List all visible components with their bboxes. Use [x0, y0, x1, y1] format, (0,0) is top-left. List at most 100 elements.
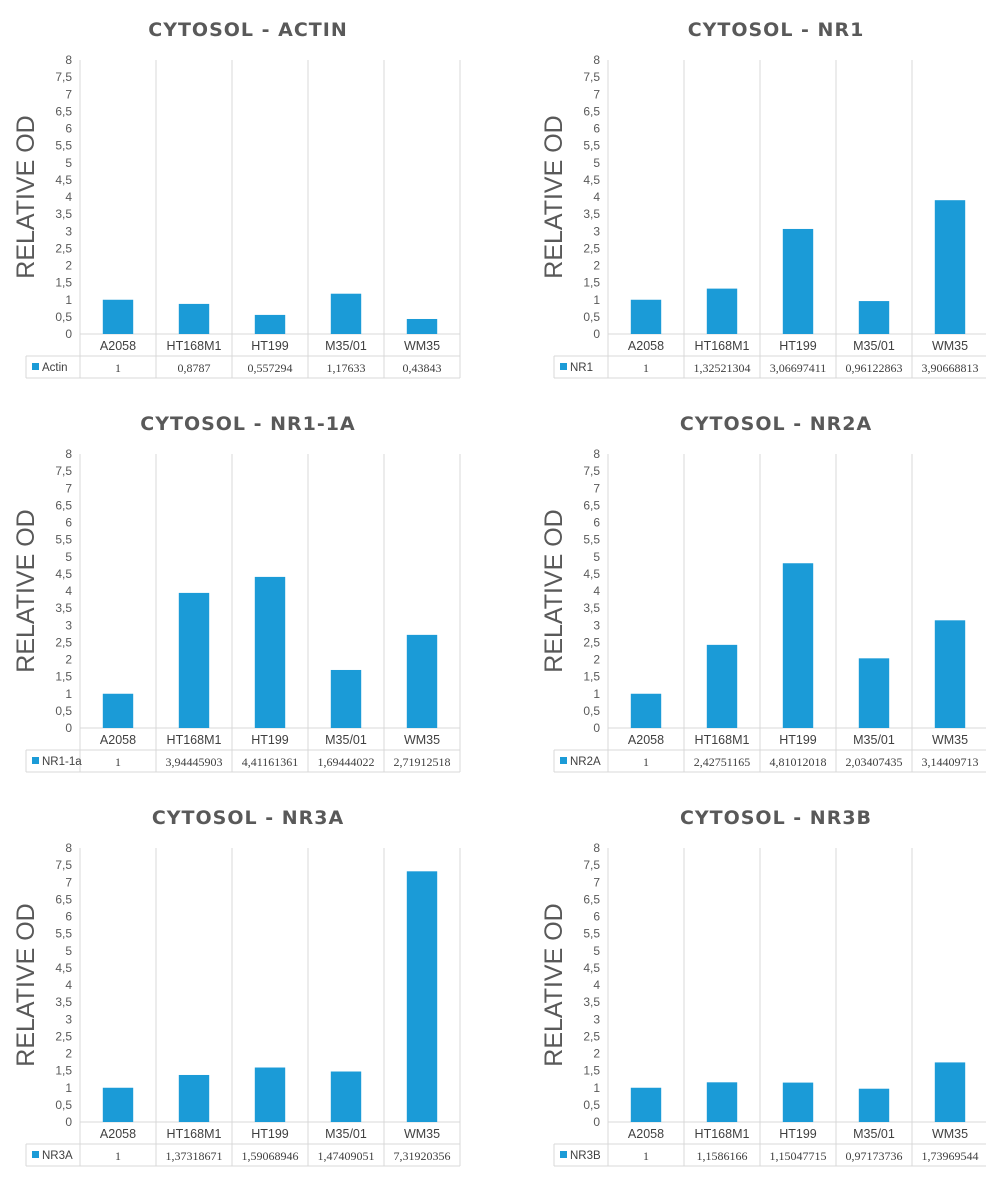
bar-m35-01 — [330, 669, 362, 728]
bar-ht199 — [254, 314, 286, 334]
y-tick-label: 1 — [65, 687, 72, 701]
y-tick-label: 1,5 — [583, 1064, 600, 1078]
y-tick-label: 7 — [65, 87, 72, 101]
category-label-ht168m1: HT168M1 — [695, 1127, 750, 1141]
legend-swatch — [560, 1151, 567, 1158]
bar-wm35 — [934, 1062, 966, 1122]
table-value-wm35: 7,31920356 — [394, 1149, 451, 1163]
bar-ht199 — [254, 576, 286, 728]
y-tick-label: 5,5 — [55, 533, 72, 547]
bar-ht199 — [782, 228, 814, 334]
y-tick-label: 0 — [65, 327, 72, 341]
chart-svg: CYTOSOL - ACTIN RELATIVE OD 0 0,5 1 1,5 2 2,5 3 3… — [12, 19, 461, 379]
y-tick-label: 6 — [593, 910, 600, 924]
y-tick-label: 6 — [65, 910, 72, 924]
y-tick-label: 7,5 — [583, 464, 600, 478]
category-label-m35-01: M35/01 — [325, 733, 367, 747]
y-tick-label: 2 — [593, 653, 600, 667]
chart-title: CYTOSOL - ACTIN — [148, 19, 347, 41]
table-value-ht168m1: 1,32521304 — [694, 361, 751, 375]
category-label-m35-01: M35/01 — [853, 1127, 895, 1141]
y-tick-label: 3 — [593, 618, 600, 632]
y-tick-label: 8 — [65, 841, 72, 855]
y-tick-label: 5 — [593, 944, 600, 958]
y-tick-label: 4 — [65, 978, 72, 992]
chart-svg: CYTOSOL - NR1-1A RELATIVE OD 0 0,5 1 1,5 2 2,5 3… — [12, 413, 461, 773]
bar-ht199 — [782, 563, 814, 728]
y-tick-label: 5 — [593, 550, 600, 564]
category-label-ht199: HT199 — [779, 1127, 817, 1141]
category-label-m35-01: M35/01 — [853, 339, 895, 353]
y-tick-label: 0 — [593, 327, 600, 341]
bar-a2058 — [630, 693, 662, 728]
y-tick-label: 6 — [593, 122, 600, 136]
legend-swatch — [560, 757, 567, 764]
y-tick-label: 7 — [65, 481, 72, 495]
legend-swatch — [560, 363, 567, 370]
y-tick-label: 8 — [65, 447, 72, 461]
category-label-m35-01: M35/01 — [325, 1127, 367, 1141]
y-tick-label: 0,5 — [55, 704, 72, 718]
y-tick-label: 3,5 — [583, 601, 600, 615]
bar-wm35 — [934, 200, 966, 334]
category-label-wm35: WM35 — [404, 339, 440, 353]
y-tick-label: 5,5 — [55, 139, 72, 153]
y-tick-label: 4 — [593, 190, 600, 204]
y-tick-label: 6 — [65, 122, 72, 136]
category-label-a2058: A2058 — [628, 733, 664, 747]
y-axis-label: RELATIVE OD — [540, 509, 568, 672]
y-tick-label: 0,5 — [583, 1098, 600, 1112]
table-value-a2058: 1 — [643, 1149, 649, 1163]
table-value-m35-01: 0,96122863 — [846, 361, 903, 375]
bar-ht168m1 — [178, 1074, 210, 1122]
y-tick-label: 4 — [65, 584, 72, 598]
y-tick-label: 7 — [593, 87, 600, 101]
table-value-a2058: 1 — [115, 755, 121, 769]
y-tick-label: 4,5 — [55, 567, 72, 581]
chart-svg: CYTOSOL - NR1 RELATIVE OD 0 0,5 1 1,5 2 2,5 3 3,5… — [540, 19, 986, 379]
table-value-m35-01: 1,69444022 — [318, 755, 375, 769]
table-value-m35-01: 0,97173736 — [846, 1149, 903, 1163]
category-label-wm35: WM35 — [932, 1127, 968, 1141]
table-value-ht199: 0,557294 — [248, 361, 293, 375]
y-tick-label: 1,5 — [55, 1064, 72, 1078]
chart-panel-nr3b: CYTOSOL - NR3B RELATIVE OD 0 0,5 1 1,5 2 2,5 3 3,… — [528, 788, 986, 1182]
y-axis-label: RELATIVE OD — [540, 903, 568, 1066]
bar-m35-01 — [858, 658, 890, 728]
y-tick-label: 2 — [65, 259, 72, 273]
chart-svg: CYTOSOL - NR3B RELATIVE OD 0 0,5 1 1,5 2 2,5 3 3,… — [540, 807, 986, 1167]
y-tick-label: 4 — [593, 978, 600, 992]
table-value-m35-01: 2,03407435 — [846, 755, 903, 769]
y-tick-label: 7,5 — [55, 858, 72, 872]
y-tick-label: 5 — [65, 156, 72, 170]
y-tick-label: 7 — [593, 481, 600, 495]
chart-panel-nr1-1a: CYTOSOL - NR1-1A RELATIVE OD 0 0,5 1 1,5 2 2,5 3… — [0, 394, 493, 788]
table-value-m35-01: 1,47409051 — [318, 1149, 375, 1163]
category-label-a2058: A2058 — [100, 1127, 136, 1141]
y-tick-label: 0 — [593, 1115, 600, 1129]
table-value-m35-01: 1,17633 — [327, 361, 366, 375]
table-value-ht199: 4,81012018 — [770, 755, 827, 769]
chart-panel-nr1: CYTOSOL - NR1 RELATIVE OD 0 0,5 1 1,5 2 2,5 3 3,5… — [528, 0, 986, 394]
bar-wm35 — [934, 620, 966, 728]
table-value-ht168m1: 0,8787 — [178, 361, 211, 375]
y-tick-label: 7,5 — [55, 464, 72, 478]
y-tick-label: 8 — [593, 53, 600, 67]
y-tick-label: 3 — [65, 224, 72, 238]
table-value-ht168m1: 3,94445903 — [166, 755, 223, 769]
chart-title: CYTOSOL - NR1-1A — [140, 413, 355, 435]
legend-swatch — [32, 363, 39, 370]
table-value-wm35: 0,43843 — [403, 361, 442, 375]
y-tick-label: 6 — [593, 516, 600, 530]
y-tick-label: 0 — [65, 1115, 72, 1129]
y-tick-label: 0,5 — [583, 310, 600, 324]
y-tick-label: 2 — [65, 653, 72, 667]
y-tick-label: 1,5 — [55, 670, 72, 684]
y-tick-label: 3,5 — [55, 207, 72, 221]
y-tick-label: 1 — [65, 1081, 72, 1095]
y-tick-label: 0 — [593, 721, 600, 735]
y-tick-label: 7 — [593, 875, 600, 889]
bar-ht168m1 — [178, 592, 210, 728]
y-tick-label: 3 — [593, 224, 600, 238]
chart-title: CYTOSOL - NR1 — [688, 19, 865, 41]
